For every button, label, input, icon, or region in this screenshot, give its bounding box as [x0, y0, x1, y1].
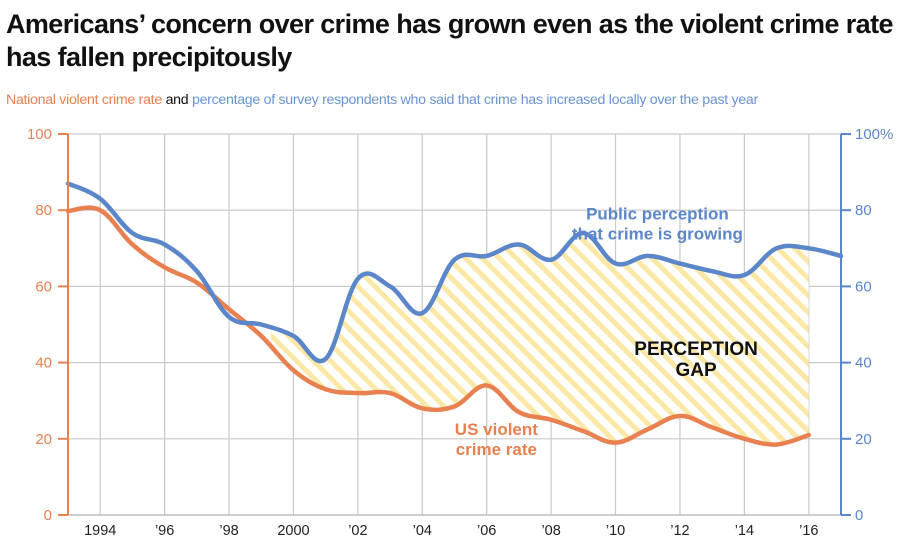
left-tick-label: 40 — [35, 355, 52, 372]
x-tick-label: ’04 — [413, 523, 432, 539]
perception-line — [65, 181, 844, 364]
x-tick-label: ’98 — [219, 523, 238, 539]
x-tick-label: ’12 — [670, 523, 689, 539]
left-tick-label: 60 — [35, 278, 52, 295]
series-lines — [65, 181, 844, 447]
x-tick-label: ’96 — [155, 523, 174, 539]
perception-label: Public perception — [586, 205, 729, 224]
chart-subtitle: National violent crime rate and percenta… — [6, 92, 758, 108]
perception-gap-fill — [270, 233, 809, 445]
left-tick-label: 20 — [35, 431, 52, 448]
x-tick-label: 1994 — [84, 523, 116, 539]
left-tick-label: 0 — [44, 507, 52, 524]
x-tick-label: ’06 — [477, 523, 496, 539]
crime-rate-label: US violent — [455, 420, 538, 439]
crime-rate-line — [65, 205, 812, 447]
x-tick-label: ’08 — [541, 523, 560, 539]
left-tick-label: 80 — [35, 202, 52, 219]
right-tick-label: 60 — [855, 278, 872, 295]
x-tick-label: ’14 — [735, 523, 754, 539]
perception-label: that crime is growing — [572, 225, 743, 244]
perception-gap-label: PERCEPTION — [634, 339, 758, 360]
x-tick-label: ’10 — [606, 523, 625, 539]
chart-title: Americans’ concern over crime has grown … — [6, 9, 893, 72]
right-tick-label: 0 — [855, 507, 863, 524]
subtitle-perception: percentage of survey respondents who sai… — [191, 92, 758, 108]
left-tick-label: 100 — [27, 126, 52, 143]
right-tick-label: 80 — [855, 202, 872, 219]
axes: 0 20 40 60 80 100 0 20 40 60 80 100% 1994 ’96 ’98 2000 ’… — [27, 126, 893, 539]
x-tick-label: 2000 — [277, 523, 309, 539]
crime-rate-label: crime rate — [456, 440, 537, 459]
right-tick-label: 100% — [855, 126, 893, 143]
right-tick-label: 20 — [855, 431, 872, 448]
perception-gap-label: GAP — [675, 360, 717, 381]
right-tick-label: 40 — [855, 355, 872, 372]
subtitle-and: and — [161, 92, 192, 108]
perception-gap-area — [270, 233, 809, 445]
subtitle-crime-rate: National violent crime rate — [6, 92, 162, 108]
x-tick-label: ’02 — [348, 523, 367, 539]
x-tick-label: ’16 — [799, 523, 818, 539]
